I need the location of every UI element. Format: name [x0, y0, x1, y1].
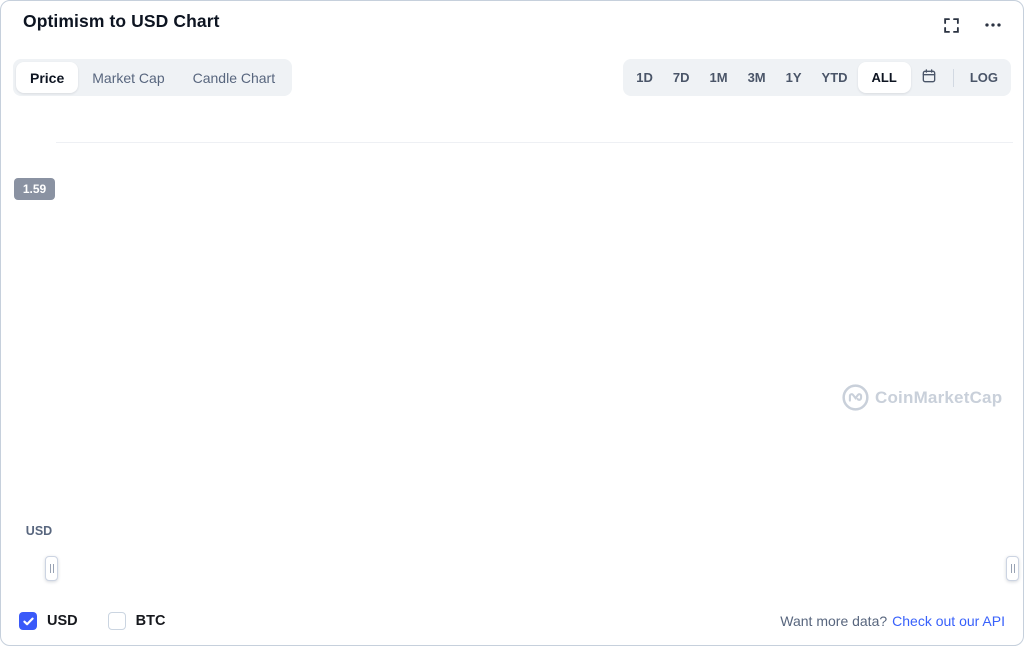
grip-icon: [49, 564, 54, 573]
page-title: Optimism to USD Chart: [23, 11, 220, 31]
more-options-button[interactable]: [981, 13, 1005, 37]
range-all[interactable]: ALL: [857, 62, 911, 93]
fullscreen-button[interactable]: [939, 13, 963, 37]
api-link[interactable]: Check out our API: [892, 613, 1005, 629]
range-1d[interactable]: 1D: [626, 62, 663, 93]
usd-checkbox[interactable]: [19, 612, 37, 630]
tab-price[interactable]: Price: [16, 62, 79, 93]
tab-candle-chart[interactable]: Candle Chart: [179, 62, 290, 93]
current-price-badge: 1.59: [14, 178, 55, 200]
range-1y[interactable]: 1Y: [776, 62, 812, 93]
currency-toggles: USD BTC: [19, 612, 195, 630]
promo-text: Want more data?: [780, 613, 888, 629]
range-1m[interactable]: 1M: [700, 62, 738, 93]
tab-market-cap[interactable]: Market Cap: [78, 62, 178, 93]
currency-label: USD: [47, 613, 78, 629]
date-range-button[interactable]: [911, 62, 947, 93]
btc-checkbox[interactable]: [107, 612, 126, 630]
currency-toggle-usd[interactable]: USD: [19, 612, 78, 630]
range-3m[interactable]: 3M: [738, 62, 776, 93]
fullscreen-icon: [943, 17, 959, 33]
footer-bar: USD BTC Want more data? Check out our API: [1, 602, 1023, 640]
range-ytd[interactable]: YTD: [812, 62, 858, 93]
currency-label: BTC: [135, 613, 166, 629]
header-actions: [939, 13, 1005, 37]
y-axis-unit-label: USD: [25, 524, 53, 538]
chart-type-tabs: Price Market Cap Candle Chart: [13, 59, 293, 96]
check-icon: [22, 617, 34, 625]
currency-toggle-btc[interactable]: BTC: [107, 612, 166, 630]
calendar-icon: [922, 69, 936, 83]
grip-icon: [1010, 564, 1015, 573]
log-scale-button[interactable]: LOG: [960, 62, 1008, 93]
toolbar-divider: [952, 68, 954, 87]
navigator-left-handle[interactable]: [45, 556, 58, 581]
api-promo: Want more data? Check out our API: [780, 613, 1005, 629]
ellipsis-icon: [985, 23, 1001, 27]
time-range-buttons: 1D 7D 1M 3M 1Y YTD ALL LOG: [623, 59, 1011, 96]
navigator-right-handle[interactable]: [1006, 556, 1019, 581]
range-7d[interactable]: 7D: [663, 62, 700, 93]
